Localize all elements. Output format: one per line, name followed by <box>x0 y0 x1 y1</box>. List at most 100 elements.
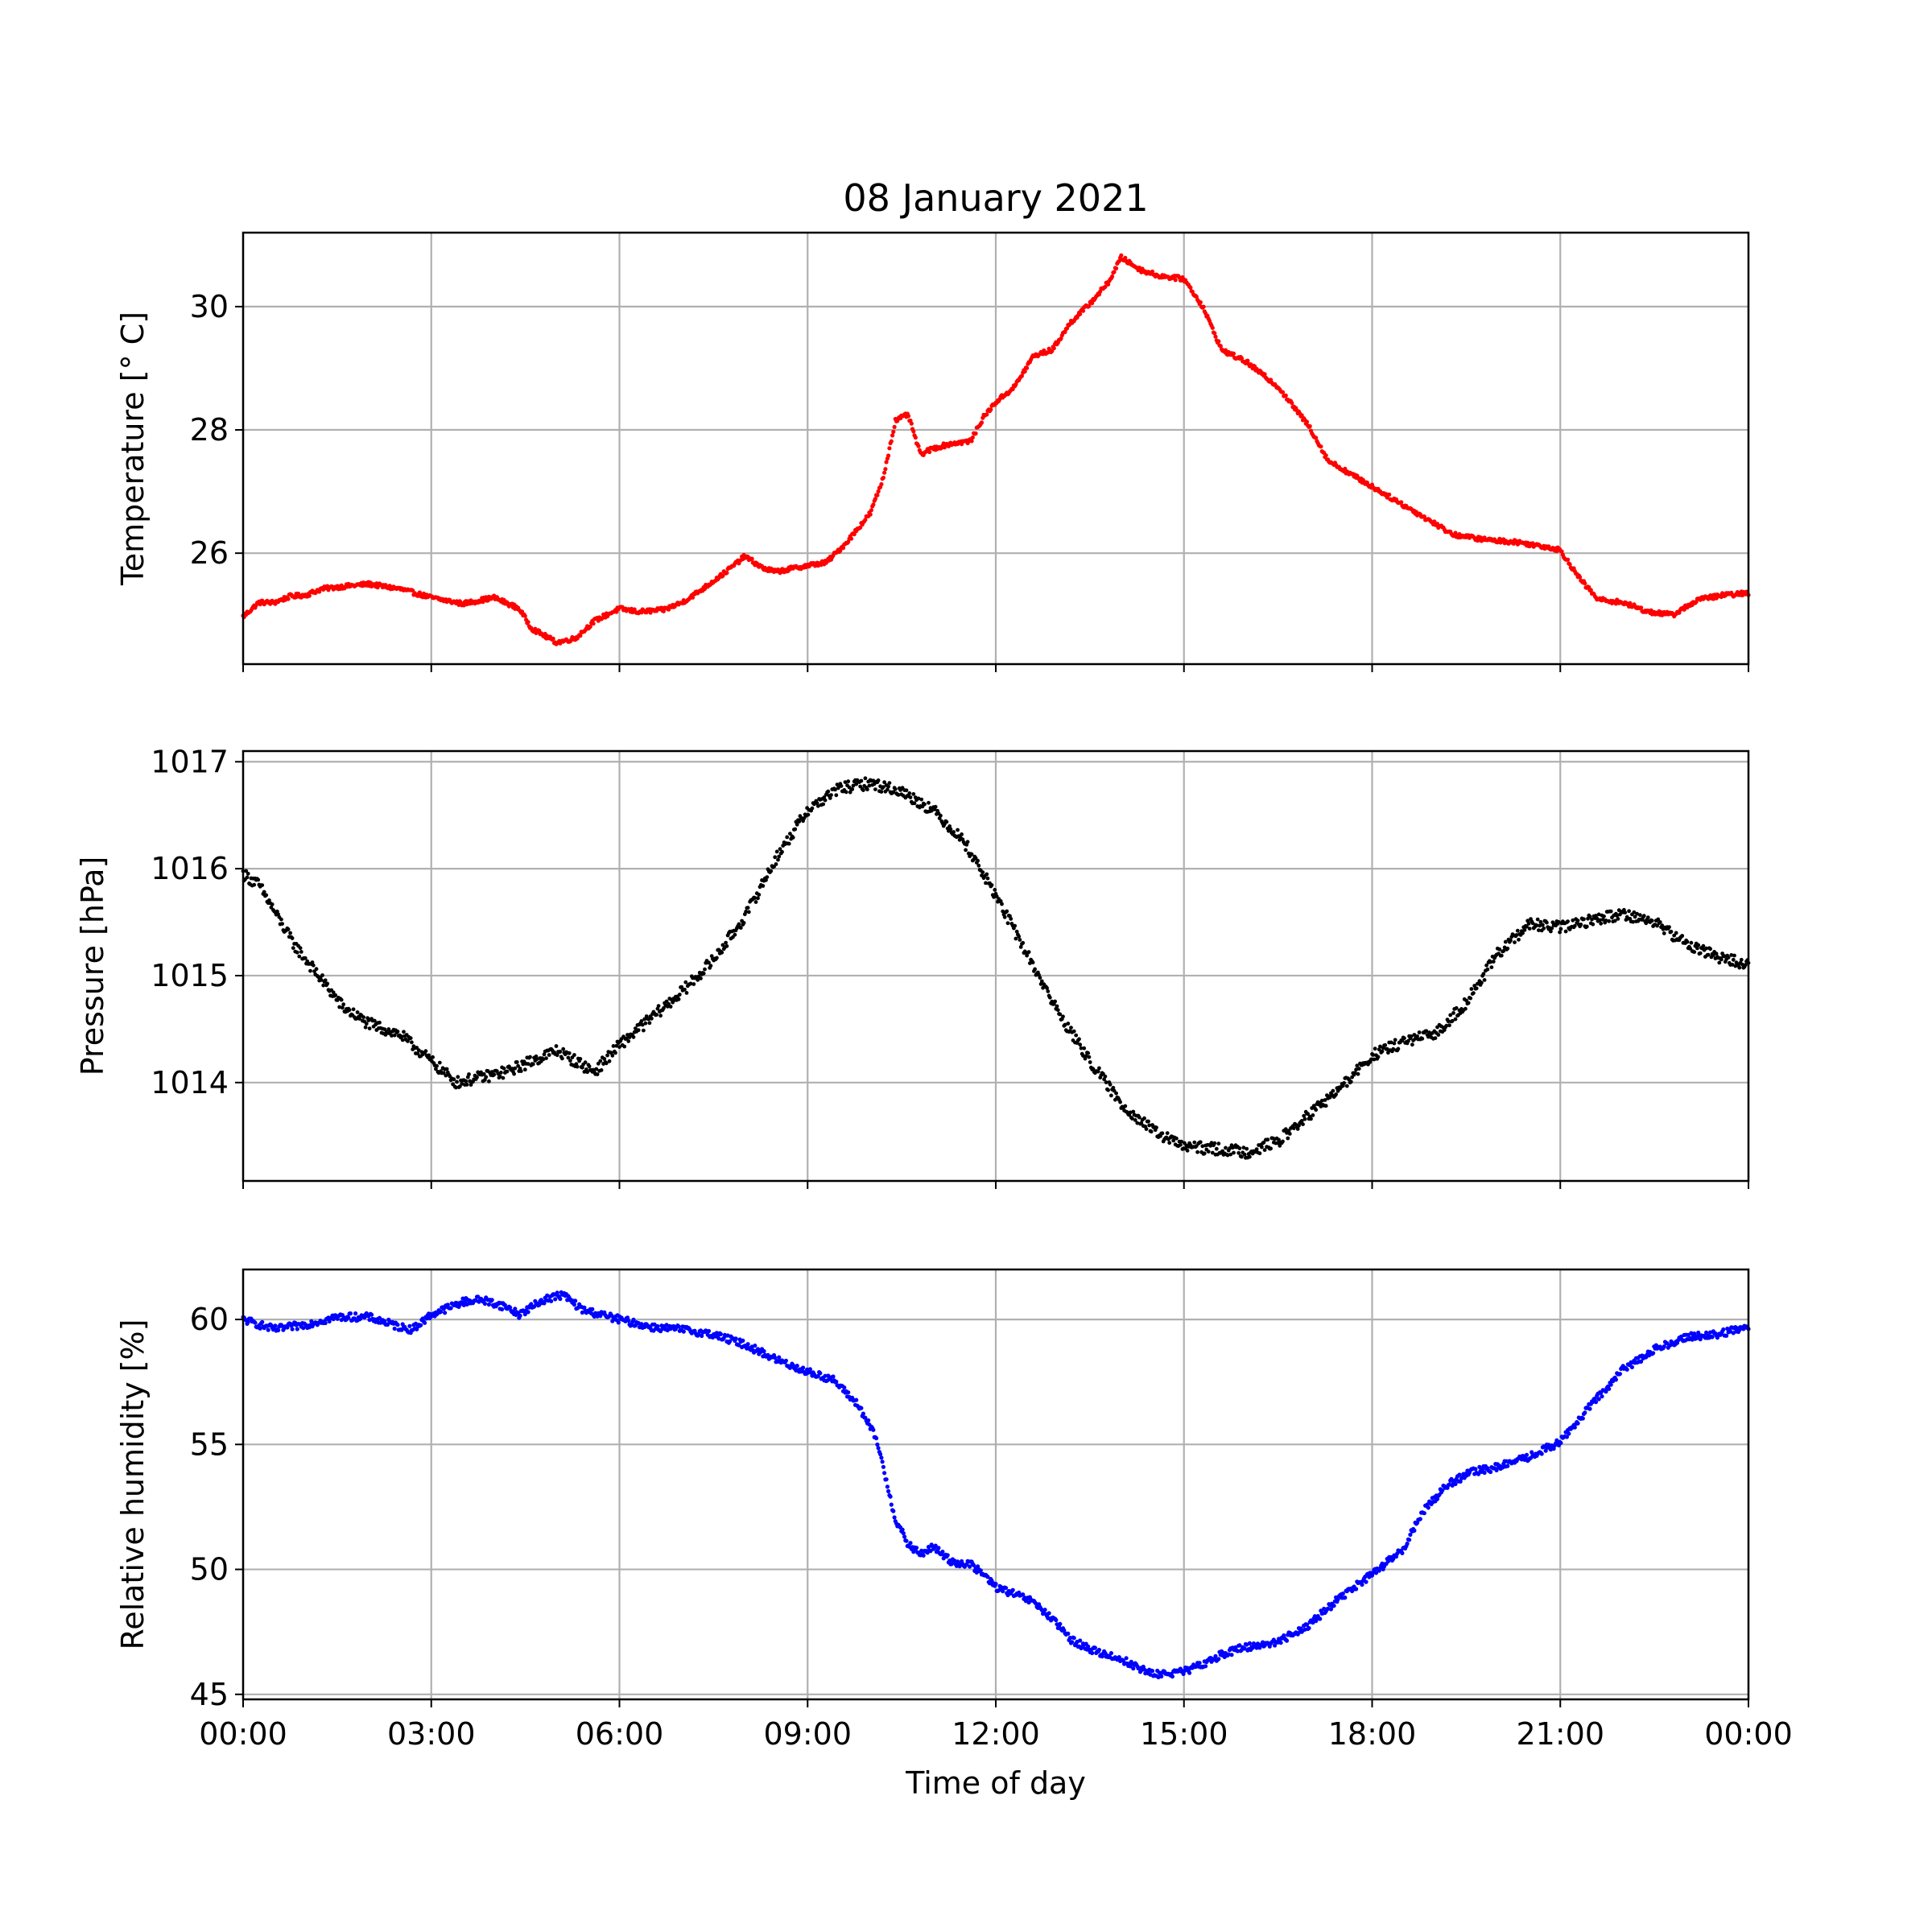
data-point <box>893 786 898 791</box>
data-point <box>960 832 964 836</box>
data-point <box>774 849 779 854</box>
data-point <box>851 783 856 788</box>
data-point <box>1287 1132 1292 1136</box>
data-point <box>1488 960 1492 964</box>
data-point <box>919 1548 924 1553</box>
data-point <box>1302 1113 1307 1118</box>
data-point <box>441 1307 446 1311</box>
data-point <box>1187 1670 1192 1675</box>
data-point <box>1278 1143 1282 1148</box>
data-point <box>1261 1140 1266 1145</box>
data-point <box>1091 1067 1096 1071</box>
data-point <box>1019 374 1024 378</box>
data-point <box>1587 1406 1592 1411</box>
data-point <box>309 1319 314 1323</box>
data-point <box>547 1053 551 1057</box>
data-point <box>1165 1131 1170 1135</box>
data-point <box>613 1051 617 1055</box>
data-point <box>654 1013 658 1017</box>
y-tick-label: 55 <box>190 1426 229 1462</box>
y-tick-label: 1014 <box>151 1065 229 1100</box>
data-point <box>1599 921 1604 926</box>
data-point <box>829 793 833 797</box>
data-point <box>1173 278 1178 283</box>
data-point <box>708 964 713 968</box>
data-point <box>1356 1071 1360 1076</box>
data-point <box>1704 946 1709 951</box>
data-point <box>386 1027 391 1031</box>
data-point <box>834 1379 839 1384</box>
data-point <box>1399 500 1404 505</box>
data-point <box>948 827 953 832</box>
data-point <box>826 789 831 794</box>
data-point <box>1424 1029 1429 1034</box>
data-point <box>1378 1044 1382 1049</box>
data-point <box>1112 270 1117 275</box>
data-point <box>1188 285 1193 290</box>
data-point <box>1092 1645 1097 1650</box>
data-point <box>1088 1060 1092 1064</box>
data-point <box>1400 1550 1405 1555</box>
data-point <box>791 836 795 840</box>
data-point <box>1206 1150 1211 1154</box>
data-point <box>1139 1121 1144 1125</box>
data-point <box>878 1451 883 1457</box>
data-point <box>481 1071 486 1076</box>
data-point <box>1633 914 1637 919</box>
data-point <box>486 1302 492 1307</box>
data-point <box>818 1371 823 1376</box>
data-point <box>684 991 689 995</box>
data-point <box>555 1053 559 1058</box>
data-point <box>810 806 815 811</box>
data-point <box>1695 946 1699 951</box>
data-point <box>947 824 952 828</box>
data-point <box>976 863 981 868</box>
data-point <box>1010 1587 1015 1592</box>
data-point <box>888 1494 893 1499</box>
data-point <box>1722 954 1727 958</box>
data-point <box>927 449 932 455</box>
data-point <box>887 781 892 785</box>
data-point <box>1701 943 1706 948</box>
data-point <box>558 1050 563 1054</box>
data-point <box>1323 1104 1328 1108</box>
data-point <box>1558 927 1563 931</box>
data-point <box>1066 1022 1071 1026</box>
data-point <box>1038 976 1042 980</box>
data-point <box>1077 1037 1081 1042</box>
data-point <box>1087 1055 1092 1059</box>
data-point <box>744 910 748 914</box>
data-point <box>522 1067 527 1072</box>
data-point <box>1084 1054 1088 1059</box>
data-point <box>1484 963 1488 968</box>
data-point <box>1131 1666 1136 1671</box>
data-point <box>1572 923 1577 928</box>
data-point <box>541 1057 546 1062</box>
data-point <box>776 857 780 862</box>
data-point <box>624 1036 629 1041</box>
data-point <box>298 946 303 951</box>
data-point <box>514 1060 519 1064</box>
data-point <box>1409 1034 1414 1038</box>
data-point <box>1212 331 1217 336</box>
data-point <box>1584 924 1589 929</box>
data-point <box>1167 1141 1172 1146</box>
data-point <box>1104 1080 1108 1084</box>
data-point <box>288 931 292 935</box>
data-point <box>445 1302 450 1307</box>
data-point <box>634 1026 638 1030</box>
data-point <box>1307 1625 1311 1631</box>
data-point <box>667 1001 671 1006</box>
data-point <box>560 1056 564 1061</box>
data-points <box>241 253 1751 646</box>
data-point <box>1698 951 1703 956</box>
data-point <box>973 856 978 861</box>
data-point <box>1588 588 1593 592</box>
data-point <box>348 1311 353 1316</box>
data-point <box>1319 444 1323 449</box>
data-point <box>993 1582 998 1587</box>
data-point <box>846 1390 851 1395</box>
data-point <box>822 795 827 799</box>
data-point <box>260 1319 265 1324</box>
data-point <box>1488 1469 1493 1475</box>
